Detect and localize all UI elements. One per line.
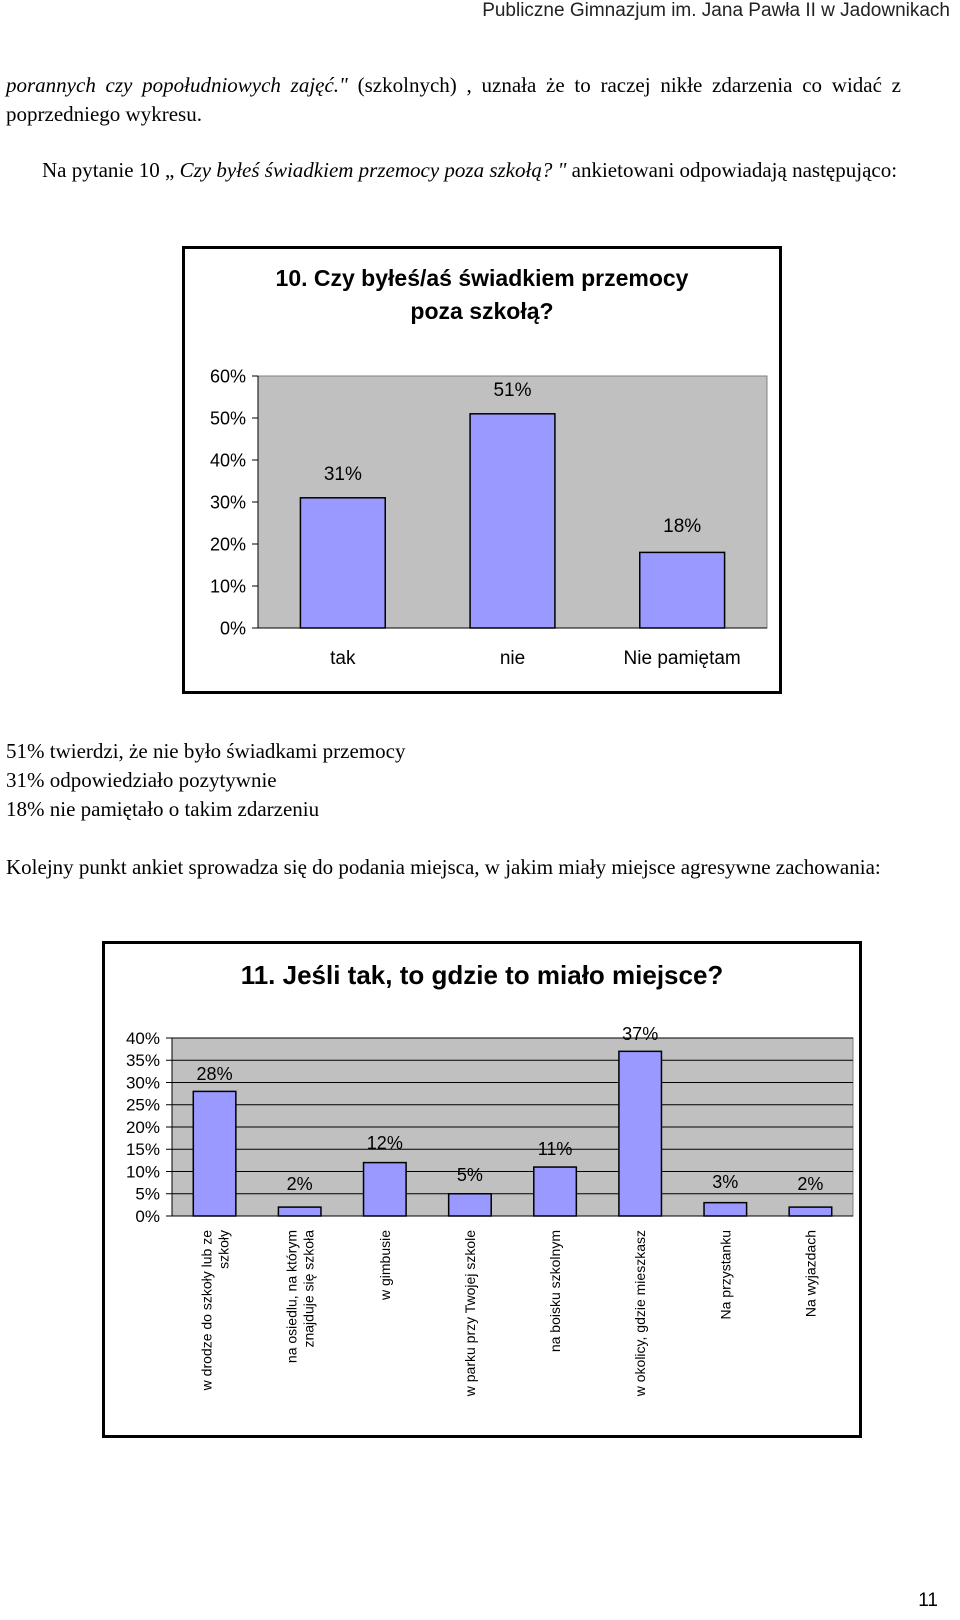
data-label: 11% xyxy=(538,1139,573,1159)
y-tick-label: 50% xyxy=(210,408,246,428)
question-10-suffix: ankietowani odpowiadają następująco: xyxy=(566,158,898,182)
category-label: na boisku szkolnym xyxy=(547,1230,563,1352)
data-label: 5% xyxy=(457,1165,483,1185)
y-tick-label: 30% xyxy=(126,1073,160,1092)
y-tick-label: 60% xyxy=(210,366,246,386)
chart-q10-title-line1: 10. Czy byłeś/aś świadkiem przemocy xyxy=(275,265,689,291)
category-label: Na wyjazdach xyxy=(802,1230,818,1317)
y-tick-label: 10% xyxy=(210,576,246,596)
y-tick-label: 10% xyxy=(126,1162,160,1181)
paragraph-continuation-italic: porannych czy popołudniowych zajęć." xyxy=(6,73,348,97)
category-label: tak xyxy=(330,648,356,669)
category-label: w gimbusie xyxy=(377,1230,393,1301)
chart-q11-title: 11. Jeśli tak, to gdzie to miało miejsce… xyxy=(240,960,724,990)
summary-line: 31% odpowiedziało pozytywnie xyxy=(6,768,277,792)
y-tick-label: 40% xyxy=(126,1029,160,1048)
bar xyxy=(362,1161,407,1217)
bar xyxy=(192,1090,237,1217)
summary-line: 51% twierdzi, że nie było świadkami prze… xyxy=(6,739,406,763)
data-label: 37% xyxy=(622,1024,658,1044)
data-label: 2% xyxy=(287,1174,313,1194)
category-label: w okolicy, gdzie mieszkasz xyxy=(632,1230,648,1397)
category-label: Na przystanku xyxy=(717,1230,733,1319)
bar xyxy=(533,1166,578,1217)
bar xyxy=(639,551,726,629)
y-tick-label: 0% xyxy=(220,618,246,638)
page-number: 11 xyxy=(918,1590,938,1611)
page-header: Publiczne Gimnazjum im. Jana Pawła II w … xyxy=(482,0,950,21)
bar xyxy=(788,1206,833,1217)
bar xyxy=(299,497,386,629)
chart-q10-title-line2: poza szkołą? xyxy=(410,298,554,324)
data-label: 12% xyxy=(367,1133,403,1153)
paragraph-places: Kolejny punkt ankiet sprowadza się do po… xyxy=(6,855,881,879)
y-tick-label: 30% xyxy=(210,492,246,512)
bar xyxy=(277,1206,322,1217)
bar xyxy=(447,1193,492,1217)
y-tick-label: 35% xyxy=(126,1051,160,1070)
y-tick-label: 5% xyxy=(135,1185,160,1204)
data-label: 18% xyxy=(663,516,701,537)
bar xyxy=(469,413,556,629)
y-tick-label: 25% xyxy=(126,1096,160,1115)
paragraph-question-10: Na pytanie 10 „ Czy byłeś świadkiem prze… xyxy=(6,156,916,185)
category-label: w parku przy Twojej szkole xyxy=(462,1230,478,1397)
bar xyxy=(618,1050,663,1217)
y-tick-label: 0% xyxy=(135,1207,160,1226)
data-label: 2% xyxy=(797,1174,823,1194)
paragraph-continuation: porannych czy popołudniowych zajęć." (sz… xyxy=(6,71,901,129)
data-label: 28% xyxy=(197,1064,233,1084)
data-label: 3% xyxy=(712,1172,738,1192)
question-10-italic: Czy byłeś świadkiem przemocy poza szkołą… xyxy=(179,158,567,182)
paragraph-continuation-text: (szkolnych) , uznała że to raczej nikłe … xyxy=(6,73,901,126)
category-label: nie xyxy=(500,648,525,669)
y-tick-label: 20% xyxy=(210,534,246,554)
category-label: na osiedlu, na którymznajduje się szkoła xyxy=(284,1230,317,1363)
chart-q10-title: 10. Czy byłeś/aś świadkiem przemocy poza… xyxy=(182,262,782,328)
category-label: w drodze do szkoły lub zeszkoły xyxy=(199,1230,232,1392)
data-label: 51% xyxy=(493,380,531,401)
category-label: Nie pamiętam xyxy=(624,648,741,669)
data-label: 31% xyxy=(324,464,362,485)
question-10-prefix: Na pytanie 10 „ xyxy=(42,158,180,182)
y-tick-label: 15% xyxy=(126,1140,160,1159)
summary-block: 51% twierdzi, że nie było świadkami prze… xyxy=(6,737,405,824)
y-tick-label: 40% xyxy=(210,450,246,470)
summary-line: 18% nie pamiętało o takim zdarzeniu xyxy=(6,797,320,821)
bar xyxy=(703,1201,748,1217)
y-tick-label: 20% xyxy=(126,1118,160,1137)
